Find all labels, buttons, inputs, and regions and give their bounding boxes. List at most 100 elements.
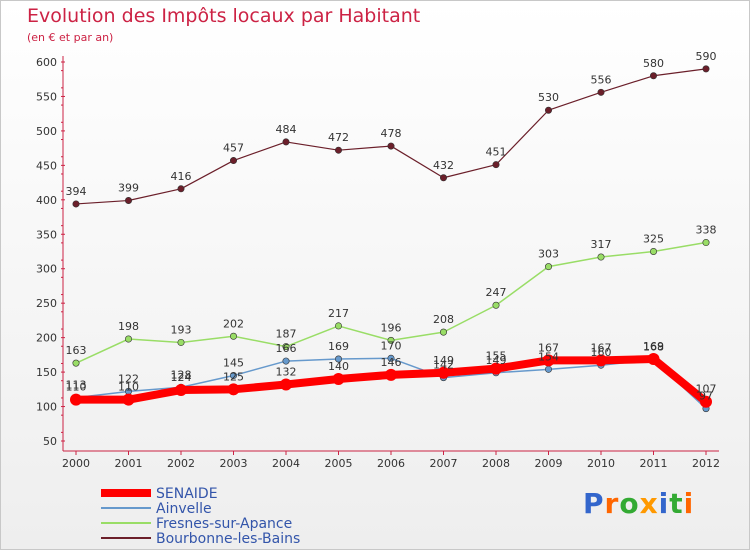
- data-point-fresnes-sur-apance: [282, 343, 290, 351]
- y-tick-label: 450: [36, 159, 57, 172]
- data-point-bourbonne-les-bains: [72, 200, 80, 208]
- x-tick-label: 2012: [692, 457, 720, 470]
- data-label-ainvelle: 149: [486, 354, 507, 367]
- data-point-senaide: [122, 393, 135, 406]
- y-tick-label: 250: [36, 297, 57, 310]
- data-label-fresnes-sur-apance: 163: [66, 344, 87, 357]
- data-point-senaide: [70, 393, 82, 406]
- data-point-bourbonne-les-bains: [544, 106, 552, 114]
- x-tick-label: 2009: [535, 457, 563, 470]
- data-label-senaide: 149: [433, 354, 454, 367]
- proxiti-logo: Proxiti: [583, 487, 695, 520]
- data-label-ainvelle: 154: [538, 350, 559, 363]
- x-tick-label: 2011: [640, 457, 668, 470]
- y-tick-label: 150: [36, 366, 57, 379]
- data-label-bourbonne-les-bains: 478: [381, 127, 402, 140]
- data-label-fresnes-sur-apance: 198: [118, 320, 139, 333]
- data-point-ainvelle: [544, 365, 552, 373]
- data-label-ainvelle: 170: [381, 339, 402, 352]
- data-label-ainvelle: 166: [276, 342, 297, 355]
- data-point-fresnes-sur-apance: [72, 359, 80, 367]
- data-point-senaide: [595, 354, 607, 367]
- data-label-senaide: 132: [276, 365, 297, 378]
- data-label-bourbonne-les-bains: 580: [643, 57, 664, 70]
- data-point-senaide: [542, 354, 555, 367]
- x-tick-label: 2000: [62, 457, 90, 470]
- data-point-bourbonne-les-bains: [282, 138, 290, 146]
- data-point-senaide: [227, 383, 240, 396]
- chart-subtitle: (en € et par an): [27, 31, 114, 44]
- data-point-senaide: [385, 368, 397, 381]
- data-label-fresnes-sur-apance: 193: [171, 323, 192, 336]
- chart-legend: SENAIDEAinvelleFresnes-sur-ApanceBourbon…: [101, 486, 300, 547]
- data-point-bourbonne-les-bains: [177, 185, 185, 193]
- data-label-fresnes-sur-apance: 208: [433, 313, 454, 326]
- series-layer: [70, 65, 712, 413]
- y-tick-label: 400: [36, 194, 57, 207]
- data-label-ainvelle: 122: [118, 372, 139, 385]
- data-label-ainvelle: 145: [223, 357, 244, 370]
- data-label-bourbonne-les-bains: 590: [696, 50, 717, 63]
- data-point-senaide: [175, 384, 187, 397]
- x-tick-label: 2003: [220, 457, 248, 470]
- data-label-senaide: 167: [538, 341, 559, 354]
- value-labels-layer: 394 399 416 457 484 472 478 432 451 530 556 580 590 1…: [66, 50, 717, 403]
- data-point-bourbonne-les-bains: [334, 146, 342, 154]
- data-label-fresnes-sur-apance: 217: [328, 307, 349, 320]
- data-point-fresnes-sur-apance: [230, 332, 238, 340]
- y-tick-label: 300: [36, 263, 57, 276]
- data-label-senaide: 125: [223, 370, 244, 383]
- data-label-bourbonne-les-bains: 432: [433, 159, 454, 172]
- x-tick-label: 2007: [430, 457, 458, 470]
- x-tick-label: 2006: [377, 457, 405, 470]
- data-point-fresnes-sur-apance: [439, 328, 447, 336]
- chart-title: Evolution des Impôts locaux par Habitant: [27, 5, 421, 27]
- data-point-fresnes-sur-apance: [125, 335, 133, 343]
- y-tick-label: 350: [36, 228, 57, 241]
- data-point-senaide: [280, 378, 292, 391]
- data-label-fresnes-sur-apance: 187: [276, 328, 297, 341]
- data-label-ainvelle: 160: [591, 346, 612, 359]
- data-label-ainvelle: 128: [171, 368, 192, 381]
- data-point-fresnes-sur-apance: [649, 248, 657, 256]
- data-label-bourbonne-les-bains: 530: [538, 91, 559, 104]
- data-point-fresnes-sur-apance: [702, 239, 710, 247]
- data-label-senaide: 124: [171, 371, 192, 384]
- data-point-bourbonne-les-bains: [387, 142, 395, 150]
- y-tick-label: 600: [36, 56, 57, 69]
- data-label-bourbonne-les-bains: 394: [66, 185, 87, 198]
- data-label-bourbonne-les-bains: 457: [223, 142, 244, 155]
- data-label-senaide: 110: [118, 381, 139, 394]
- data-point-fresnes-sur-apance: [334, 322, 342, 330]
- data-point-fresnes-sur-apance: [387, 336, 395, 344]
- data-label-bourbonne-les-bains: 399: [118, 182, 139, 195]
- x-tick-label: 2008: [482, 457, 510, 470]
- data-point-senaide: [332, 372, 345, 385]
- data-label-fresnes-sur-apance: 196: [381, 321, 402, 334]
- y-tick-label: 100: [36, 401, 57, 414]
- data-label-ainvelle: 168: [643, 341, 664, 354]
- x-tick-label: 2002: [167, 457, 195, 470]
- data-point-bourbonne-les-bains: [597, 88, 605, 96]
- data-point-bourbonne-les-bains: [649, 72, 657, 80]
- y-tick-label: 550: [36, 90, 57, 103]
- data-point-senaide: [700, 395, 712, 408]
- x-tick-label: 2001: [115, 457, 143, 470]
- data-point-senaide: [647, 352, 660, 365]
- data-label-fresnes-sur-apance: 247: [486, 286, 507, 299]
- data-label-bourbonne-les-bains: 451: [486, 146, 507, 159]
- data-label-senaide: 155: [486, 350, 507, 363]
- data-point-fresnes-sur-apance: [492, 301, 500, 309]
- data-label-senaide: 140: [328, 360, 349, 373]
- data-label-senaide: 167: [591, 341, 612, 354]
- data-label-bourbonne-les-bains: 472: [328, 131, 349, 144]
- data-point-senaide: [490, 362, 502, 375]
- chart-axes: 50 100 150 200 250 300 350 400 450 500 550 600 2000 2…: [36, 56, 720, 470]
- data-label-ainvelle: 142: [433, 359, 454, 372]
- x-tick-label: 2010: [587, 457, 615, 470]
- legend-label: Bourbonne-les-Bains: [156, 531, 300, 547]
- legend-label: SENAIDE: [156, 486, 218, 502]
- data-label-ainvelle: 169: [328, 340, 349, 353]
- data-point-senaide: [437, 366, 450, 379]
